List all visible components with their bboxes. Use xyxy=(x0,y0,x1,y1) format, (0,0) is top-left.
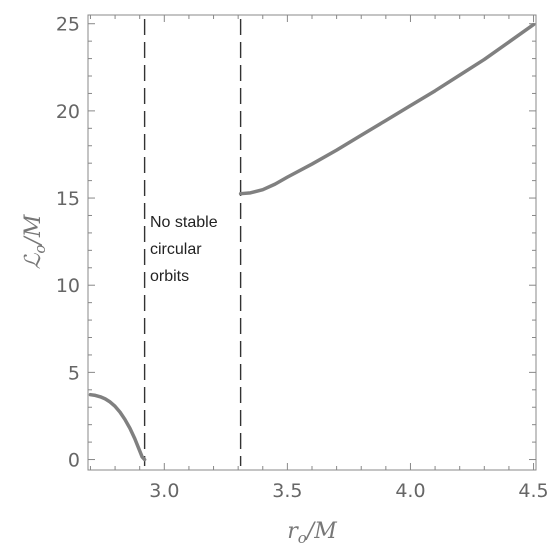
series-line-1 xyxy=(88,392,147,462)
y-axis-label: ℒo/M xyxy=(21,214,49,269)
x-tick-label: 3.5 xyxy=(272,480,302,502)
series-line-2 xyxy=(238,22,536,196)
x-axis-label: ro/M xyxy=(287,519,337,547)
y-tick-label: 15 xyxy=(56,188,80,210)
series-layer xyxy=(88,22,536,462)
ticks-layer: 3.0 3.5 4.0 4.5 0 5 10 15 20 25 xyxy=(56,14,549,502)
annotation-line-2: circular xyxy=(150,241,202,258)
y-tick-label: 10 xyxy=(56,275,80,297)
x-tick-label: 3.0 xyxy=(149,480,179,502)
y-tick-label: 5 xyxy=(68,362,80,384)
y-tick-label: 25 xyxy=(56,14,80,36)
x-tick-label: 4.0 xyxy=(395,480,425,502)
vlines-layer xyxy=(143,19,242,466)
annotation-line-1: No stable xyxy=(150,214,218,231)
x-tick-label: 4.5 xyxy=(518,480,548,502)
annotation-line-3: orbits xyxy=(150,268,189,285)
y-tick-label: 20 xyxy=(56,101,80,123)
y-tick-label: 0 xyxy=(68,450,80,472)
